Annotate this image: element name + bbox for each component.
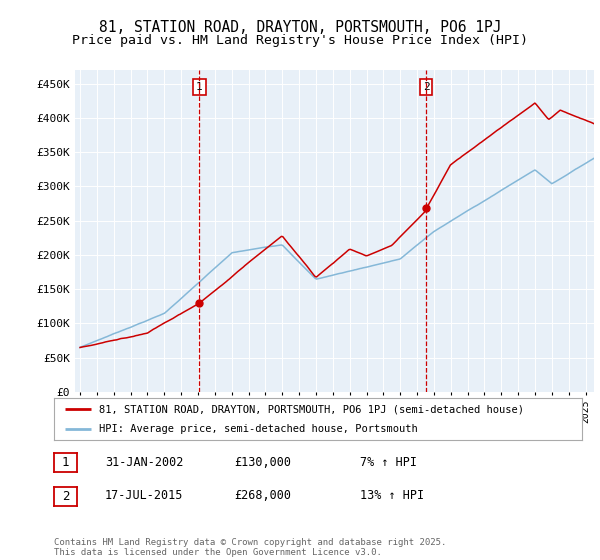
Text: 13% ↑ HPI: 13% ↑ HPI <box>360 489 424 502</box>
Text: HPI: Average price, semi-detached house, Portsmouth: HPI: Average price, semi-detached house,… <box>99 424 418 434</box>
Text: Contains HM Land Registry data © Crown copyright and database right 2025.
This d: Contains HM Land Registry data © Crown c… <box>54 538 446 557</box>
Text: £268,000: £268,000 <box>234 489 291 502</box>
Text: 2: 2 <box>62 489 69 503</box>
Text: 31-JAN-2002: 31-JAN-2002 <box>105 455 184 469</box>
Text: 2: 2 <box>423 82 430 92</box>
Text: 81, STATION ROAD, DRAYTON, PORTSMOUTH, PO6 1PJ (semi-detached house): 81, STATION ROAD, DRAYTON, PORTSMOUTH, P… <box>99 404 524 414</box>
Text: Price paid vs. HM Land Registry's House Price Index (HPI): Price paid vs. HM Land Registry's House … <box>72 34 528 46</box>
Text: 1: 1 <box>62 456 69 469</box>
Text: 17-JUL-2015: 17-JUL-2015 <box>105 489 184 502</box>
Text: 1: 1 <box>196 82 203 92</box>
Text: 7% ↑ HPI: 7% ↑ HPI <box>360 455 417 469</box>
Text: £130,000: £130,000 <box>234 455 291 469</box>
Text: 81, STATION ROAD, DRAYTON, PORTSMOUTH, PO6 1PJ: 81, STATION ROAD, DRAYTON, PORTSMOUTH, P… <box>99 20 501 35</box>
